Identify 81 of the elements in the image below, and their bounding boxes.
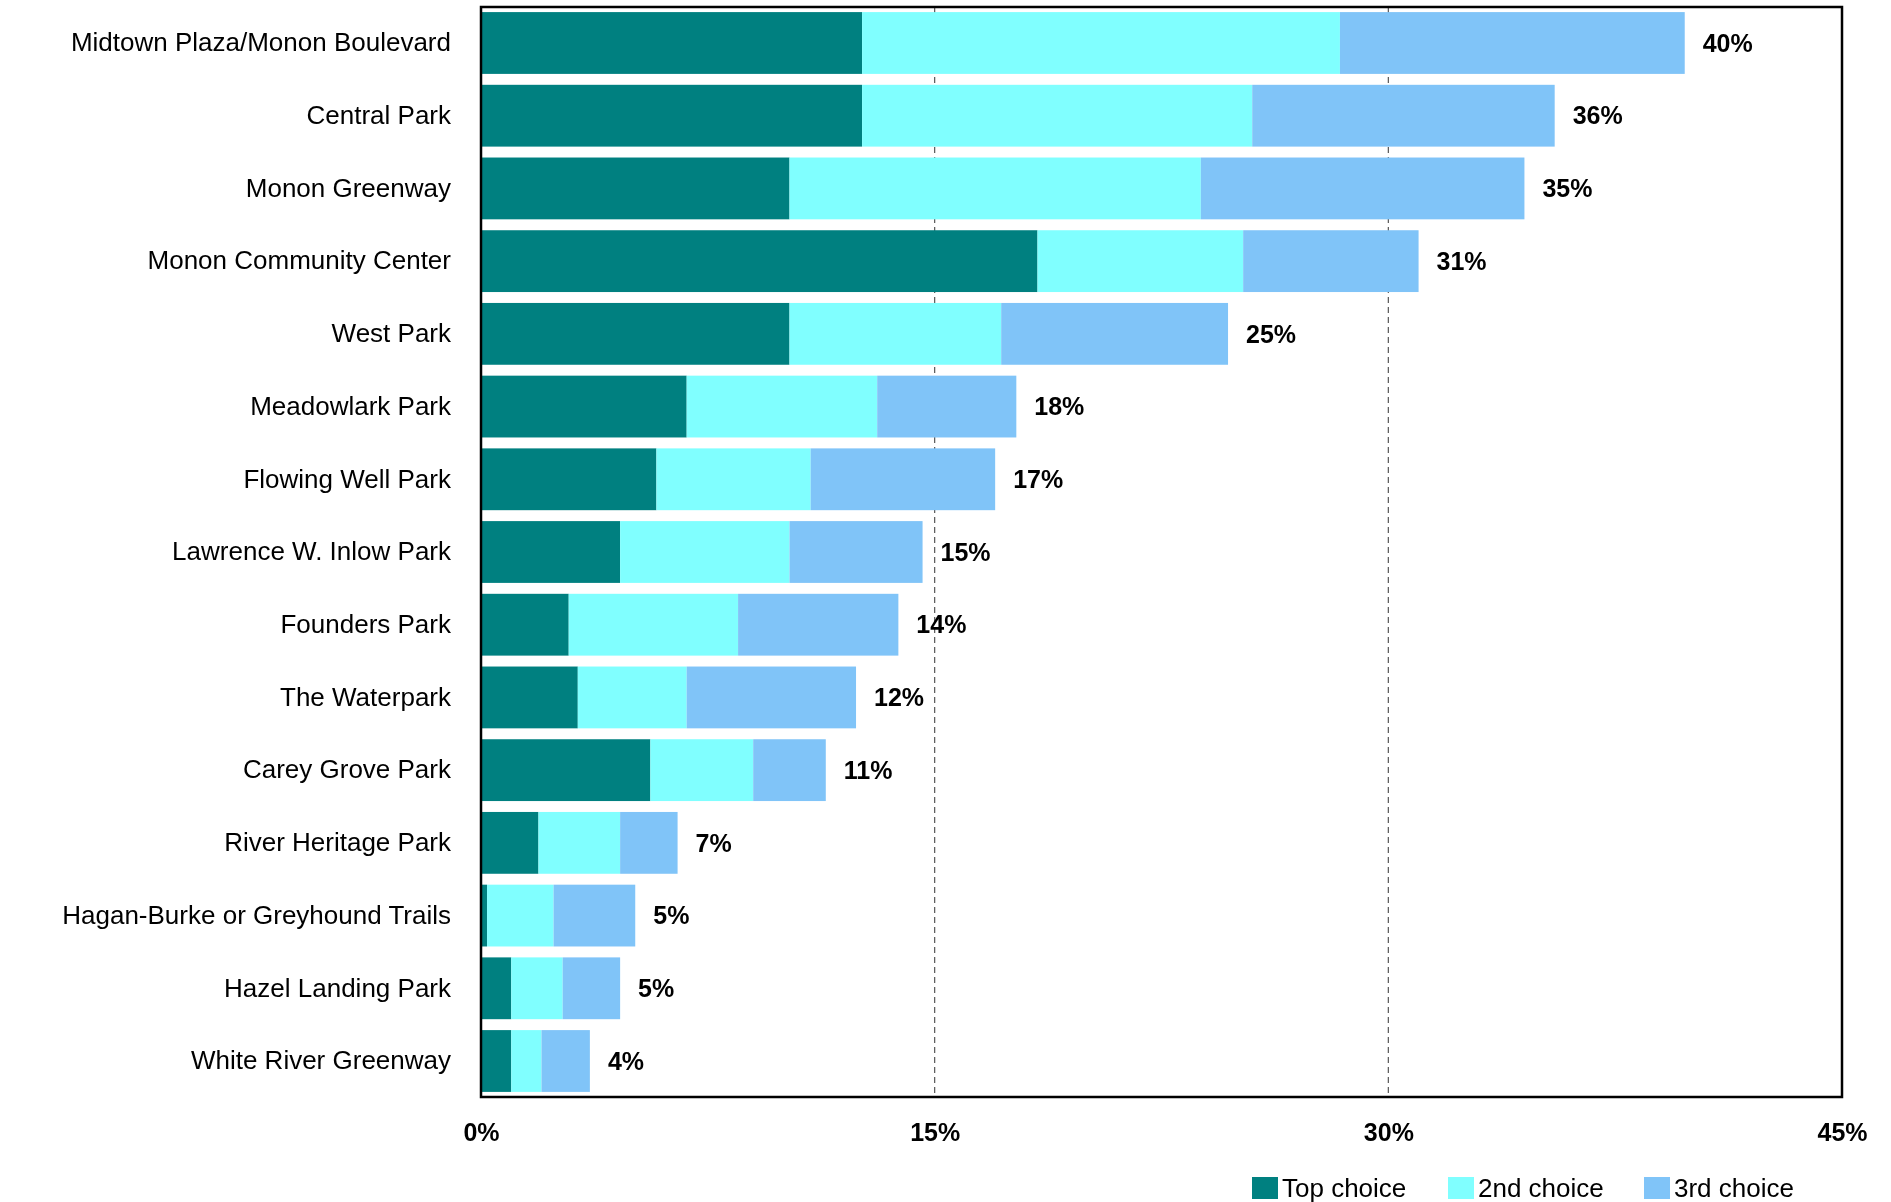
y-tick-label: Carey Grove Park xyxy=(242,754,452,785)
legend-label: Top choice xyxy=(1282,1173,1407,1202)
total-label: 7% xyxy=(695,828,732,857)
legend-label: 2nd choice xyxy=(1478,1173,1604,1202)
bar xyxy=(541,1030,590,1092)
total-label: 36% xyxy=(1572,101,1623,130)
total-label: 25% xyxy=(1246,319,1297,348)
bar xyxy=(481,593,569,656)
bar xyxy=(862,84,1253,147)
x-tick-label: 0% xyxy=(463,1117,500,1146)
bar xyxy=(789,521,923,583)
bar xyxy=(481,448,657,511)
x-tick-label: 45% xyxy=(1817,1117,1868,1146)
total-label: 11% xyxy=(843,755,893,784)
bar xyxy=(562,957,621,1020)
legend-label: 3rd choice xyxy=(1674,1173,1794,1202)
bar xyxy=(481,230,1038,293)
bar xyxy=(620,521,790,583)
bar xyxy=(481,666,578,729)
total-label: 40% xyxy=(1702,28,1753,57)
bar xyxy=(511,1030,542,1092)
y-tick-label: Midtown Plaza/Monon Boulevard xyxy=(70,27,451,58)
bar xyxy=(1037,230,1244,293)
y-tick-label: Flowing Well Park xyxy=(243,463,452,494)
total-label: 5% xyxy=(638,974,675,1003)
y-tick-label: Hazel Landing Park xyxy=(224,972,452,1003)
bar xyxy=(481,1030,512,1092)
bar xyxy=(650,739,754,802)
bar xyxy=(686,666,857,729)
total-label: 5% xyxy=(653,901,690,930)
bar xyxy=(862,12,1340,74)
y-tick-label: Central Park xyxy=(306,100,452,131)
bar xyxy=(538,811,621,874)
bar xyxy=(877,375,1017,438)
y-tick-label: River Heritage Park xyxy=(224,827,452,858)
total-label: 14% xyxy=(916,610,967,639)
bar xyxy=(487,884,554,947)
bar xyxy=(620,811,678,874)
bar xyxy=(481,84,863,147)
bar xyxy=(738,593,899,656)
bar xyxy=(481,521,621,583)
total-label: 15% xyxy=(940,537,991,566)
x-tick-label: 15% xyxy=(910,1117,961,1146)
y-tick-label: Hagan-Burke or Greyhound Trails xyxy=(62,899,451,930)
bar xyxy=(1200,157,1525,220)
bar xyxy=(1339,12,1685,74)
bar xyxy=(1001,302,1229,365)
bar xyxy=(656,448,811,511)
bar xyxy=(481,302,790,365)
y-tick-label: Monon Greenway xyxy=(245,172,451,203)
bar xyxy=(1252,84,1555,147)
bar xyxy=(481,375,687,438)
total-label: 18% xyxy=(1034,392,1085,421)
bar xyxy=(577,666,687,729)
bar xyxy=(553,884,636,947)
y-tick-label: Monon Community Center xyxy=(147,245,452,276)
bar xyxy=(810,448,996,511)
bar xyxy=(789,157,1201,220)
y-tick-label: Lawrence W. Inlow Park xyxy=(172,536,452,567)
bar xyxy=(1243,230,1419,293)
bar xyxy=(481,157,790,220)
bar xyxy=(481,957,512,1020)
bar xyxy=(753,739,826,802)
bar xyxy=(481,12,863,74)
total-label: 17% xyxy=(1013,465,1064,494)
bar xyxy=(789,302,1002,365)
bar xyxy=(686,375,878,438)
total-label: 31% xyxy=(1436,246,1487,275)
bar xyxy=(511,957,563,1020)
y-tick-label: Founders Park xyxy=(280,609,452,640)
y-tick-label: The Waterpark xyxy=(280,681,452,712)
total-label: 4% xyxy=(607,1046,645,1075)
y-tick-label: Meadowlark Park xyxy=(250,390,452,421)
bar xyxy=(568,593,739,656)
bar xyxy=(481,739,651,802)
bar xyxy=(481,811,539,874)
x-tick-label: 30% xyxy=(1363,1117,1414,1146)
total-label: 35% xyxy=(1542,174,1593,203)
y-tick-label: West Park xyxy=(331,318,452,349)
y-tick-label: White River Greenway xyxy=(190,1045,451,1076)
total-label: 12% xyxy=(874,683,925,712)
